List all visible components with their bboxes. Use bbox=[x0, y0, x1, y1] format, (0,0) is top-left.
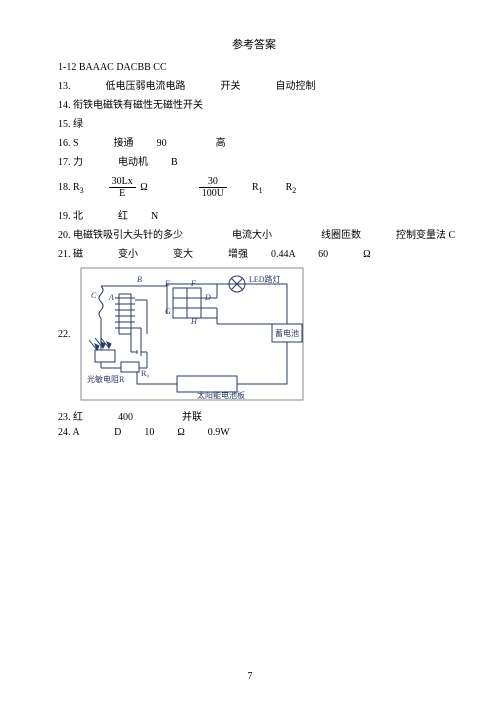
answers-title: 参考答案 bbox=[58, 36, 450, 52]
q18-num: 18. bbox=[58, 182, 71, 193]
q13-b: 开关 bbox=[221, 81, 241, 92]
q21-d: 增强 bbox=[228, 249, 248, 260]
q17-num: 17. bbox=[58, 157, 71, 168]
q24-b: D bbox=[114, 427, 121, 438]
q18-r2: R2 bbox=[286, 182, 297, 193]
q21-a: 磁 bbox=[73, 249, 83, 260]
label-B: B bbox=[137, 275, 142, 284]
label-A: A bbox=[108, 293, 114, 302]
line-13: 13. 低电压弱电流电路 开关 自动控制 bbox=[58, 77, 450, 92]
label-led: LED路灯 bbox=[249, 274, 281, 284]
line-16: 16. S 接通 90 高 bbox=[58, 134, 450, 149]
q13-c: 自动控制 bbox=[276, 81, 316, 92]
label-battery: 蓄电池 bbox=[275, 328, 299, 338]
q18-r1-sub: 1 bbox=[259, 186, 263, 195]
label-photores: 光敏电阻R bbox=[87, 374, 125, 384]
q13-a: 低电压弱电流电路 bbox=[106, 81, 186, 92]
q17-c: B bbox=[171, 157, 178, 168]
label-r0: R₀ bbox=[141, 369, 149, 378]
q17-b: 电动机 bbox=[118, 157, 148, 168]
label-E: E bbox=[164, 279, 170, 288]
q16-c: 90 bbox=[157, 138, 167, 149]
line-22: 22. LED路灯 蓄电池 太阳能电池板 bbox=[58, 264, 450, 404]
q19-c: N bbox=[151, 211, 158, 222]
label-F: F bbox=[190, 279, 196, 288]
line-14: 14. 衔铁电磁铁有磁性无磁性开关 bbox=[58, 96, 450, 111]
q20-c: 线圈匝数 bbox=[321, 230, 361, 241]
q18-frac2: 30 100U bbox=[199, 176, 227, 199]
q20-num: 20. bbox=[58, 230, 71, 241]
q16-a: S bbox=[73, 138, 79, 149]
q23-a: 红 bbox=[73, 412, 83, 423]
q21-f: 60 bbox=[318, 249, 328, 260]
q22-num: 22. bbox=[58, 329, 71, 340]
q18-frac2-num: 30 bbox=[199, 176, 227, 188]
q18-frac1-num: 30Lx bbox=[109, 176, 136, 188]
q18-r1: R1 bbox=[252, 182, 265, 193]
q23-num: 23. bbox=[58, 412, 71, 423]
q18-r2-sub: 2 bbox=[292, 186, 296, 195]
q18-r1-letter: R bbox=[252, 182, 259, 193]
q16-num: 16. bbox=[58, 138, 71, 149]
q24-a: A bbox=[72, 427, 79, 438]
q18-r3-sub: 3 bbox=[80, 186, 84, 195]
q24-c: 10 bbox=[144, 427, 154, 438]
q18-frac1: 30Lx E bbox=[109, 176, 136, 199]
q19-a: 北 bbox=[73, 211, 83, 222]
line-20: 20. 电磁铁吸引大头针的多少 电流大小 线圈匝数 控制变量法 C bbox=[58, 226, 450, 241]
q18-frac2-den: 100U bbox=[199, 188, 227, 199]
q16-d: 高 bbox=[216, 138, 226, 149]
q17-a: 力 bbox=[73, 157, 83, 168]
q21-c: 变大 bbox=[173, 249, 193, 260]
q24-e: 0.9W bbox=[208, 427, 230, 438]
line-1-12: 1-12 BAAAC DACBB CC bbox=[58, 62, 450, 73]
q18-r3: R3 bbox=[73, 182, 86, 193]
q13-num: 13. bbox=[58, 81, 71, 92]
line-18: 18. R3 30Lx E Ω 30 100U R1 R2 bbox=[58, 176, 450, 199]
q19-num: 19. bbox=[58, 211, 71, 222]
q16-b: 接通 bbox=[114, 138, 134, 149]
q21-num: 21. bbox=[58, 249, 71, 260]
circuit-diagram: LED路灯 蓄电池 太阳能电池板 E F D G H bbox=[77, 264, 307, 404]
q18-frac1-den: E bbox=[109, 188, 136, 199]
line-24: 24. A D 10 Ω 0.9W bbox=[58, 427, 450, 438]
label-C: C bbox=[91, 291, 97, 300]
q20-d: 控制变量法 C bbox=[396, 230, 455, 241]
q19-b: 红 bbox=[118, 211, 128, 222]
q20-b: 电流大小 bbox=[232, 230, 272, 241]
q21-b: 变小 bbox=[118, 249, 138, 260]
page-number: 7 bbox=[0, 671, 500, 682]
q23-b: 400 bbox=[118, 412, 133, 423]
line-17: 17. 力 电动机 B bbox=[58, 153, 450, 168]
q24-num: 24. bbox=[58, 427, 71, 438]
q21-g: Ω bbox=[363, 249, 370, 260]
line-23: 23. 红 400 并联 bbox=[58, 408, 450, 423]
line-21: 21. 磁 变小 变大 增强 0.44A 60 Ω bbox=[58, 245, 450, 260]
q18-omega1: Ω bbox=[140, 182, 147, 193]
q18-r3-letter: R bbox=[73, 182, 80, 193]
label-G: G bbox=[165, 307, 171, 316]
label-solar: 太阳能电池板 bbox=[197, 390, 245, 400]
line-19: 19. 北 红 N bbox=[58, 207, 450, 222]
q21-e: 0.44A bbox=[271, 249, 295, 260]
q23-c: 并联 bbox=[182, 412, 202, 423]
q20-a: 电磁铁吸引大头针的多少 bbox=[73, 230, 183, 241]
line-15: 15. 绿 bbox=[58, 115, 450, 130]
q24-d: Ω bbox=[177, 427, 184, 438]
